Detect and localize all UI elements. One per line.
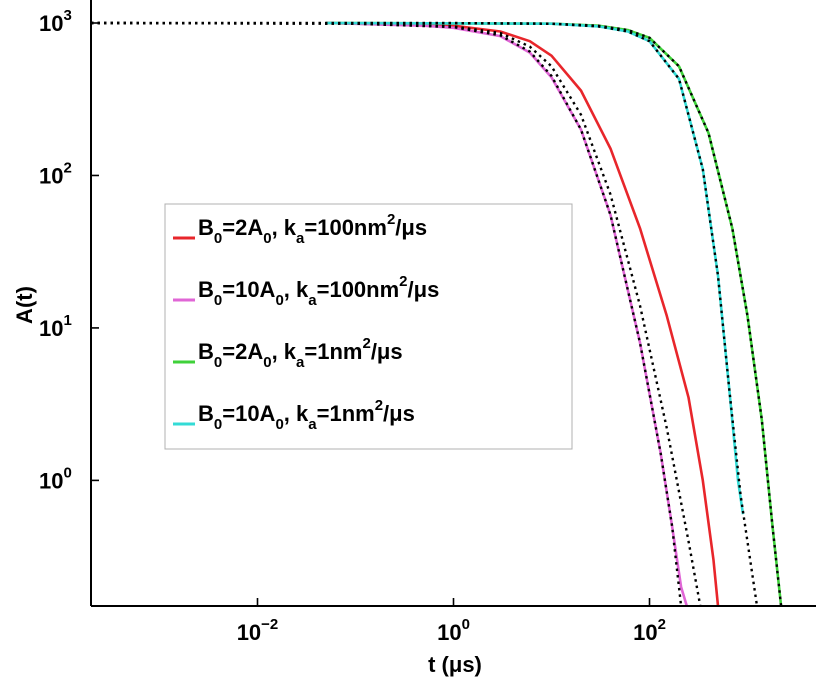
x-tick-label-2: 102 — [633, 616, 666, 645]
legend: B0=2A0, ka=100nm2/μs B0=10A0, ka=100nm2/μ… — [164, 203, 573, 450]
y-tick-label-2: 102 — [39, 159, 72, 188]
x-ticks: 10−2 100 102 — [237, 598, 666, 645]
x-tick-label-1: 100 — [437, 616, 470, 645]
y-axis-label: A(t) — [12, 286, 37, 324]
x-axis-label: t (μs) — [428, 652, 482, 677]
series-line-1 — [326, 21, 689, 606]
fit-curve-5 — [91, 21, 702, 606]
legend-label-2: B0=2A0, ka=1nm2/μs — [198, 335, 403, 371]
y-tick-label-0: 100 — [39, 464, 72, 493]
series-line-0 — [326, 21, 720, 606]
legend-label-3: B0=10A0, ka=1nm2/μs — [198, 397, 415, 433]
series-line-3 — [326, 21, 745, 515]
x-tick-label-0: 10−2 — [237, 616, 279, 645]
legend-label-1: B0=10A0, ka=100nm2/μs — [198, 273, 439, 309]
y-ticks: 100 101 102 103 — [39, 7, 99, 493]
y-tick-label-1: 101 — [39, 312, 72, 341]
legend-box — [164, 203, 573, 450]
legend-label-0: B0=2A0, ka=100nm2/μs — [198, 211, 427, 247]
y-tick-label-3: 103 — [39, 7, 72, 36]
series-layer — [91, 21, 783, 606]
